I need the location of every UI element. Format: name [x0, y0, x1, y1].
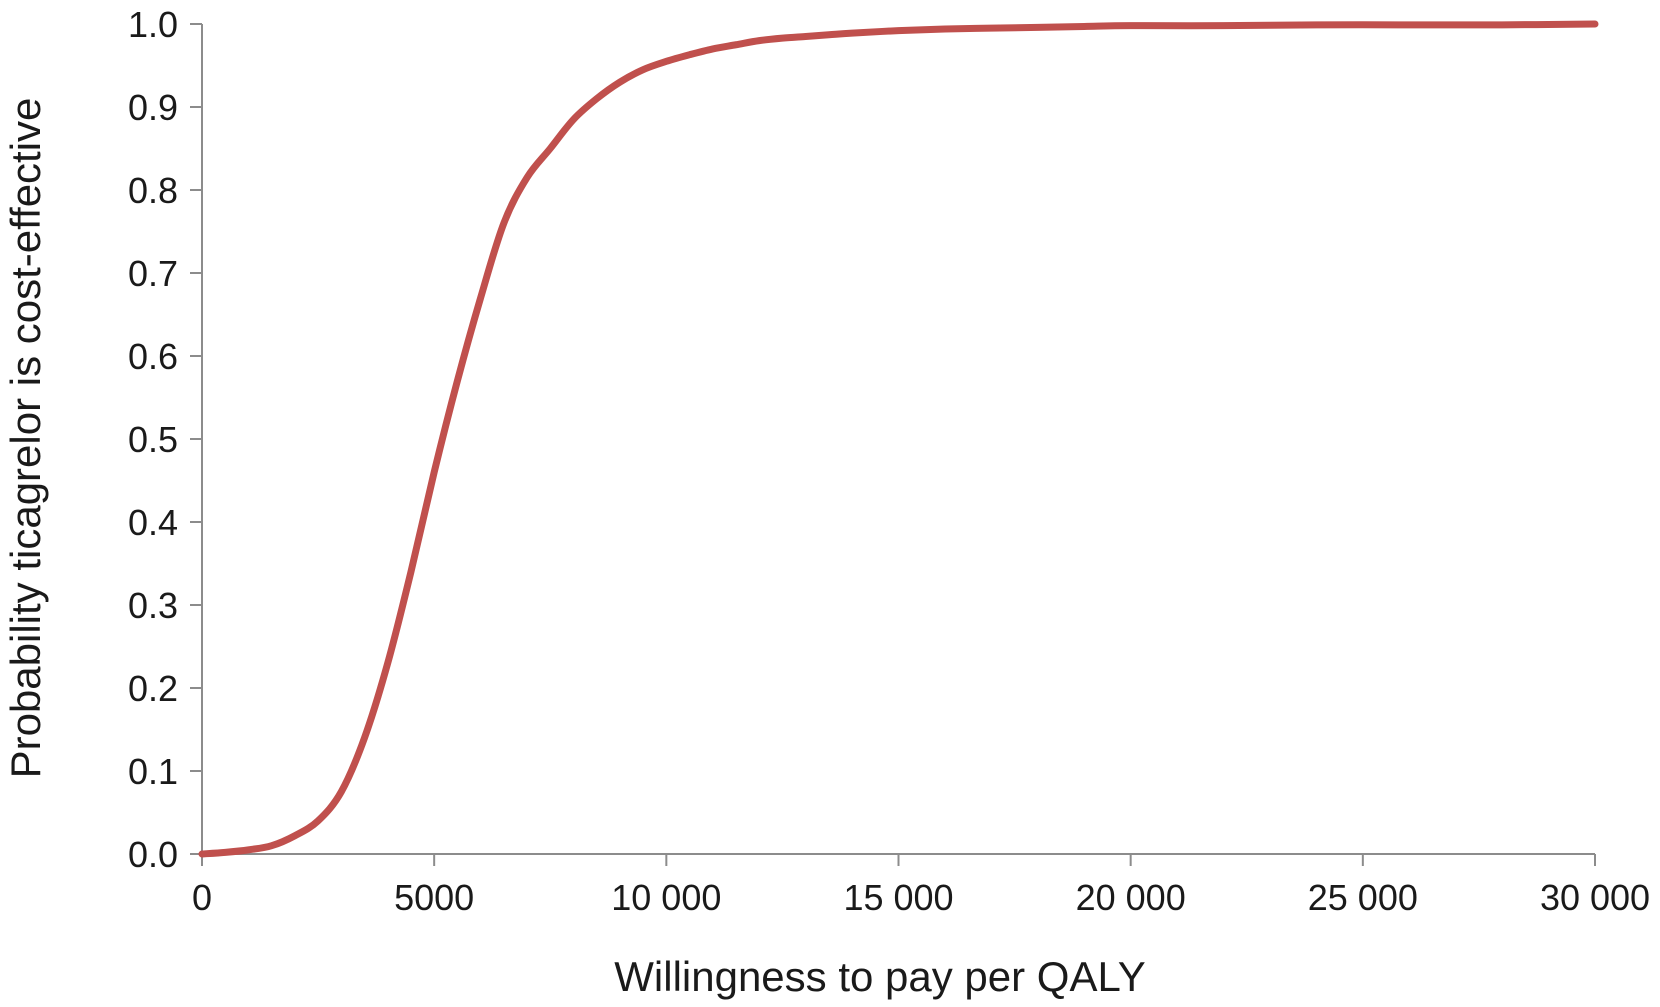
series-layer	[198, 20, 1599, 858]
x-tick-label: 10 000	[611, 877, 721, 918]
series-line	[198, 20, 1599, 858]
x-tick-label: 5000	[394, 877, 474, 918]
axes-layer	[201, 24, 1595, 855]
x-tick-label: 30 000	[1540, 877, 1650, 918]
y-tick-label: 0.5	[128, 419, 178, 460]
y-tick-label: 0.7	[128, 253, 178, 294]
x-tick-label: 15 000	[843, 877, 953, 918]
y-tick-label: 0.2	[128, 668, 178, 709]
y-axis-title: Probability ticagrelor is cost-effective	[2, 98, 49, 779]
y-tick-label: 0.8	[128, 170, 178, 211]
y-tick-label: 0.0	[128, 834, 178, 875]
x-tick-label: 25 000	[1308, 877, 1418, 918]
x-tick-label: 0	[192, 877, 212, 918]
x-axis-title: Willingness to pay per QALY	[614, 953, 1145, 1000]
y-tick-label: 0.4	[128, 502, 178, 543]
y-tick-label: 0.6	[128, 336, 178, 377]
ticks-layer: 0.0 0.1 0.2 0.3 0.4 0.5 0.6 0.7 0.8 0.9 1.0 0 5000 10…	[128, 4, 1650, 918]
y-tick-label: 0.3	[128, 585, 178, 626]
y-tick-label: 1.0	[128, 4, 178, 45]
y-tick-label: 0.1	[128, 751, 178, 792]
x-tick-label: 20 000	[1076, 877, 1186, 918]
y-tick-label: 0.9	[128, 87, 178, 128]
